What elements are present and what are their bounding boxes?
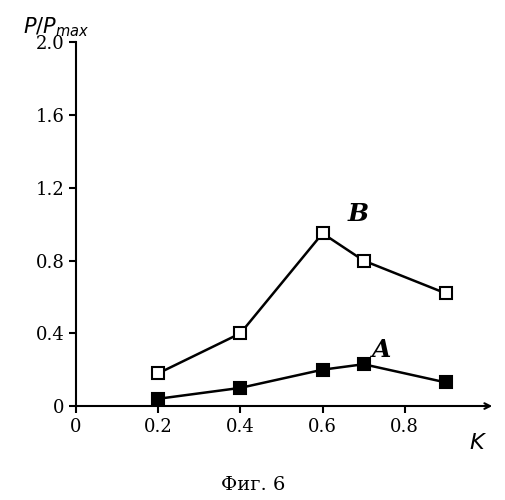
Text: B: B — [346, 202, 368, 226]
Text: A: A — [371, 338, 390, 362]
Text: Фиг. 6: Фиг. 6 — [220, 476, 285, 494]
Text: $\mathit{P/P_{max}}$: $\mathit{P/P_{max}}$ — [23, 15, 89, 39]
Text: $\mathit{K}$: $\mathit{K}$ — [468, 432, 486, 454]
